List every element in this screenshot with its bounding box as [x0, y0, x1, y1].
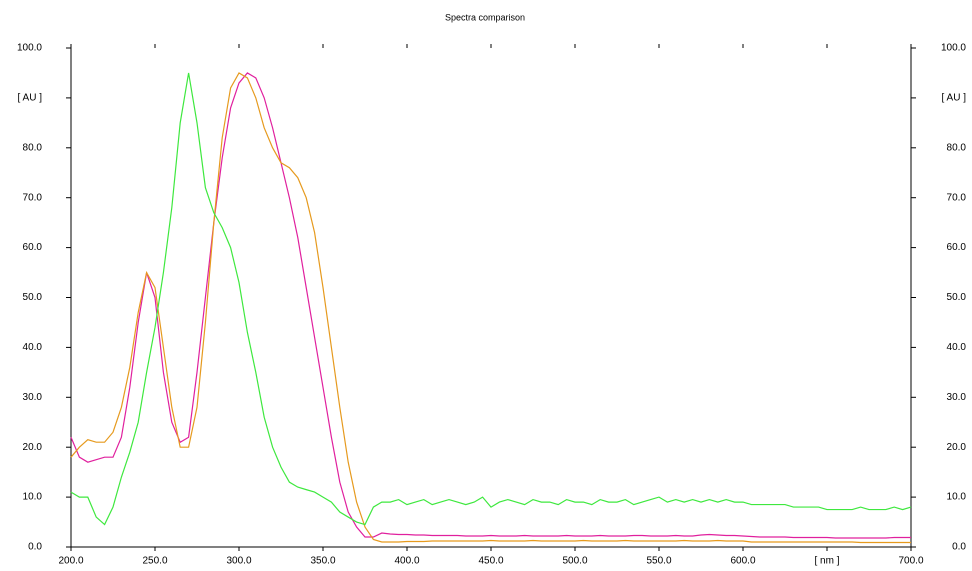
y2-tick-label: 60.0	[947, 242, 967, 253]
x-tick-label: 400.0	[394, 556, 419, 567]
y2-tick-label: 30.0	[947, 392, 967, 403]
y-tick-label: 10.0	[23, 492, 43, 503]
spectrum-line	[70, 72, 912, 526]
y2-tick-label: 50.0	[947, 292, 967, 303]
x-tick-label: 500.0	[562, 556, 587, 567]
spectrum-line	[70, 72, 911, 539]
y2-tick-label: 70.0	[947, 192, 967, 203]
chart-title: Spectra comparison	[445, 12, 525, 22]
y-tick-label: 20.0	[23, 442, 43, 453]
x-tick-label: 200.0	[58, 556, 83, 567]
x-tick-label: 550.0	[646, 556, 671, 567]
y-tick-label: 60.0	[23, 242, 43, 253]
y2-tick-label: 10.0	[947, 492, 967, 503]
spectrum-line	[70, 72, 911, 544]
x-tick-label: 300.0	[226, 556, 251, 567]
y-tick-label: 40.0	[23, 342, 43, 353]
y-tick-label: 50.0	[23, 292, 43, 303]
x-tick-label: [ nm ]	[814, 556, 839, 567]
y2-tick-label: 100.0	[941, 43, 966, 54]
x-tick-label: 700.0	[898, 556, 923, 567]
y2-tick-label: 0.0	[952, 542, 966, 553]
x-tick-label: 350.0	[310, 556, 335, 567]
y-tick-label: 70.0	[23, 192, 43, 203]
y-tick-label: 0.0	[28, 542, 42, 553]
y2-tick-label: 80.0	[947, 142, 967, 153]
y-tick-label: 30.0	[23, 392, 43, 403]
y2-tick-label: [ AU ]	[942, 93, 967, 104]
y-tick-label: 80.0	[23, 142, 43, 153]
x-tick-label: 450.0	[478, 556, 503, 567]
x-tick-label: 250.0	[142, 556, 167, 567]
x-tick-label: 600.0	[730, 556, 755, 567]
y-tick-label: [ AU ]	[18, 93, 43, 104]
y-tick-label: 100.0	[17, 43, 42, 54]
y2-tick-label: 40.0	[947, 342, 967, 353]
y2-tick-label: 20.0	[947, 442, 967, 453]
